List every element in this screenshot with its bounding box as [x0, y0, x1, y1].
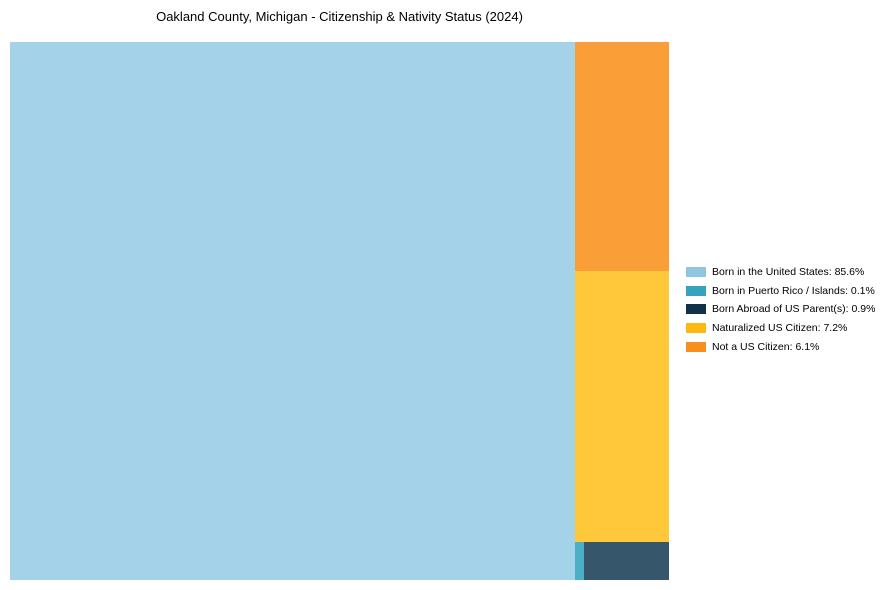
treemap-rect-born-in-united-states	[10, 42, 575, 580]
legend-item-label: Not a US Citizen: 6.1%	[712, 340, 820, 353]
legend-item-born-in-puerto-rico-islands: Born in Puerto Rico / Islands: 0.1%	[686, 282, 875, 301]
legend-item-label: Born in the United States: 85.6%	[712, 266, 865, 279]
chart-legend: Born in the United States: 85.6% Born in…	[686, 263, 875, 356]
treemap-rect-not-a-us-citizen	[574, 42, 669, 272]
legend-item-label: Naturalized US Citizen: 7.2%	[712, 322, 848, 335]
legend-swatch-icon	[686, 341, 706, 352]
chart-title: Oakland County, Michigan - Citizenship &…	[156, 9, 523, 24]
legend-item-label: Born Abroad of US Parent(s): 0.9%	[712, 303, 876, 316]
legend-swatch-icon	[686, 267, 706, 278]
treemap-rect-born-in-puerto-rico-islands	[574, 542, 585, 580]
legend-item-label: Born in Puerto Rico / Islands: 0.1%	[712, 284, 875, 297]
legend-swatch-icon	[686, 323, 706, 334]
legend-item-naturalized-us-citizen: Naturalized US Citizen: 7.2%	[686, 319, 875, 338]
legend-item-not-a-us-citizen: Not a US Citizen: 6.1%	[686, 337, 875, 356]
legend-swatch-icon	[686, 304, 706, 315]
legend-swatch-icon	[686, 285, 706, 296]
treemap-plot-area	[10, 42, 669, 580]
legend-item-born-abroad-of-us-parents: Born Abroad of US Parent(s): 0.9%	[686, 300, 875, 319]
legend-item-born-in-united-states: Born in the United States: 85.6%	[686, 263, 875, 282]
treemap-rect-born-abroad-of-us-parents	[584, 542, 669, 580]
treemap-rect-naturalized-us-citizen	[574, 271, 669, 543]
